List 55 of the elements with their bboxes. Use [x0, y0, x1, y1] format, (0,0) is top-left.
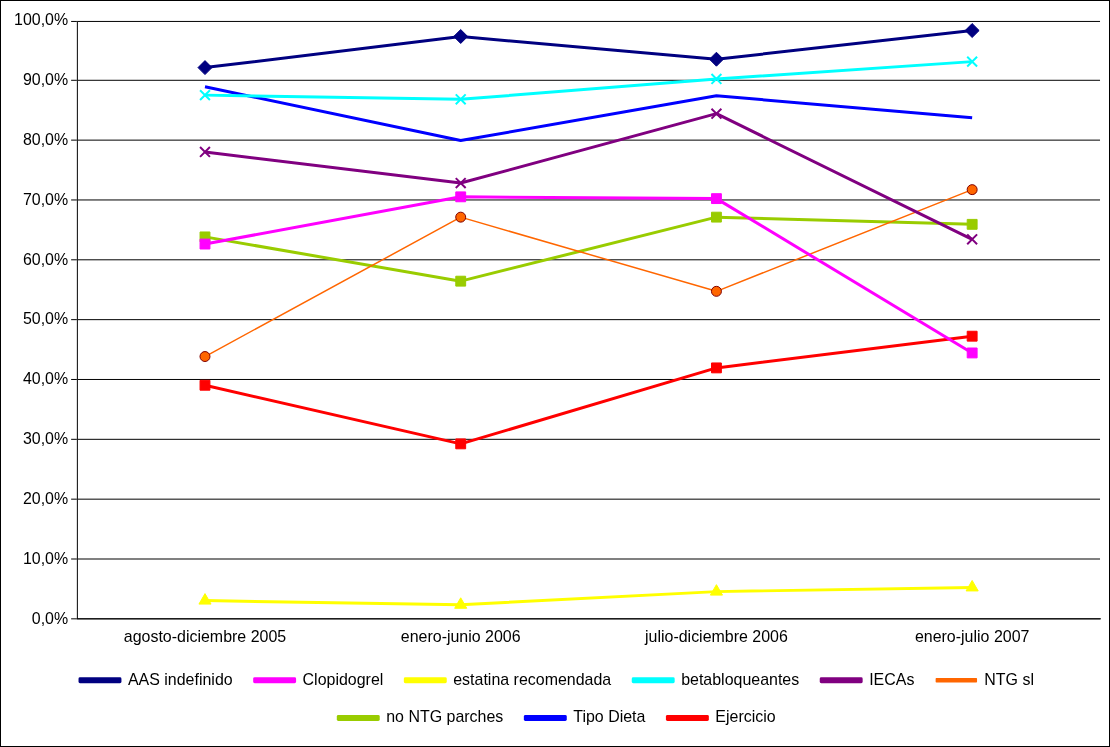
- y-tick-label: 40,0%: [22, 370, 69, 388]
- legend-label: Tipo Dieta: [573, 708, 646, 726]
- y-tick-label: 50,0%: [22, 310, 69, 328]
- point: [710, 362, 722, 374]
- point: [199, 351, 211, 363]
- point: [199, 238, 211, 250]
- y-tick-label: 80,0%: [22, 130, 69, 148]
- point: [455, 438, 467, 450]
- legend-label: estatina recomendada: [453, 670, 612, 688]
- point: [198, 593, 212, 605]
- point: [710, 285, 722, 297]
- point: [199, 146, 211, 158]
- point: [966, 347, 978, 359]
- point: [710, 107, 723, 120]
- legend-label: AAS indefinido: [127, 670, 233, 688]
- point: [197, 60, 213, 76]
- point: [708, 51, 724, 67]
- point: [199, 379, 211, 391]
- point: [455, 275, 467, 287]
- point: [710, 211, 722, 223]
- x-tick-label: enero-junio 2006: [400, 628, 521, 646]
- point: [966, 55, 979, 68]
- point: [455, 211, 467, 223]
- point: [964, 23, 980, 38]
- point: [454, 597, 468, 609]
- point: [966, 218, 978, 230]
- legend-label: Ejercicio: [715, 708, 776, 726]
- y-tick-label: 30,0%: [22, 430, 69, 448]
- point: [199, 89, 211, 102]
- point: [453, 29, 469, 44]
- legend-label: Clopidogrel: [302, 670, 384, 688]
- point: [455, 191, 467, 203]
- legend-label: betabloqueantes: [681, 670, 800, 688]
- point: [710, 193, 722, 205]
- x-tick-label: agosto-diciembre 2005: [123, 628, 287, 646]
- y-tick-label: 0,0%: [31, 609, 69, 627]
- legend-label: IECAs: [869, 670, 915, 688]
- y-tick-label: 10,0%: [22, 549, 69, 567]
- legend-label: no NTG parches: [386, 708, 504, 726]
- point: [709, 584, 723, 596]
- y-tick-label: 70,0%: [22, 190, 69, 208]
- y-tick-label: 60,0%: [22, 250, 69, 268]
- y-tick-label: 20,0%: [22, 489, 69, 507]
- point: [966, 330, 978, 342]
- point: [454, 93, 467, 106]
- y-tick-label: 90,0%: [22, 71, 69, 89]
- y-tick-label: 100,0%: [14, 11, 69, 29]
- x-tick-label: enero-julio 2007: [914, 628, 1030, 646]
- point: [966, 233, 979, 246]
- x-tick-label: julio-diciembre 2006: [644, 628, 788, 646]
- point: [710, 73, 723, 85]
- point: [965, 579, 979, 592]
- legend-label: NTG sl: [984, 670, 1034, 688]
- point: [966, 184, 978, 196]
- point: [454, 177, 467, 189]
